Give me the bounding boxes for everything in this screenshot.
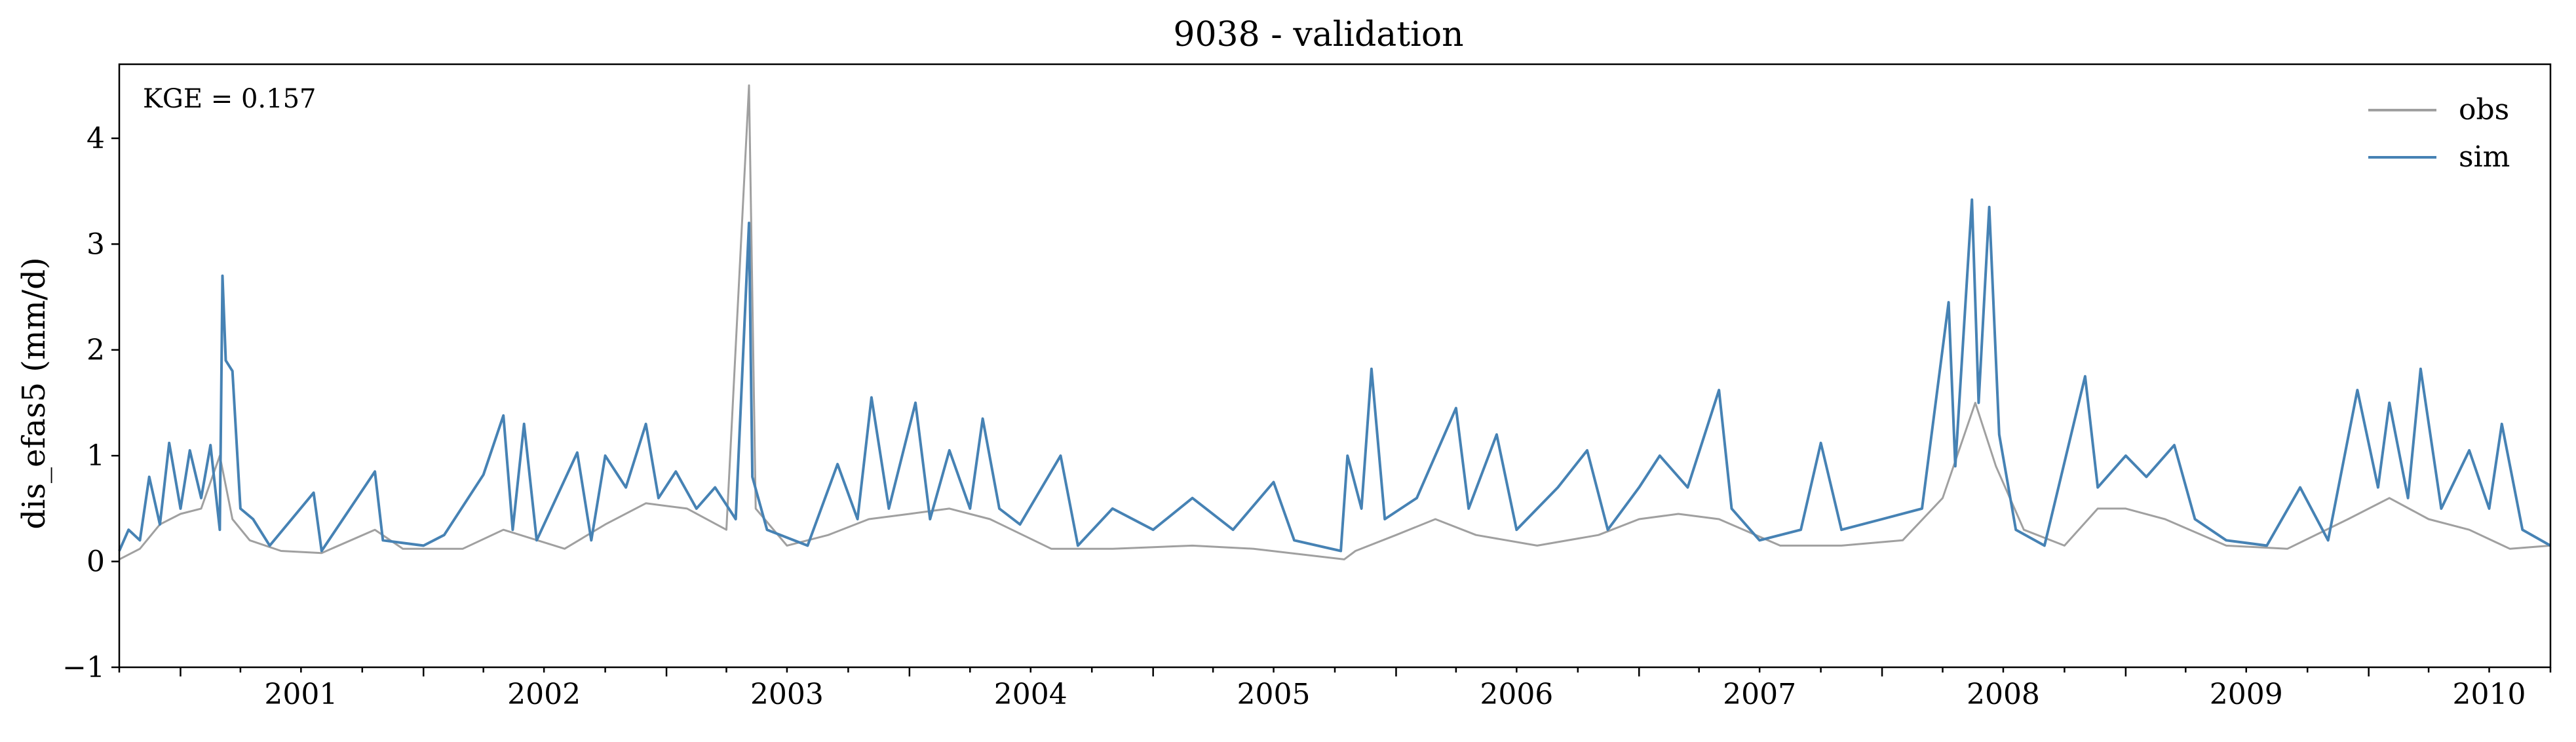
x-tick-label: 2008 [1967,678,2040,711]
x-tick-label: 2002 [507,678,581,711]
x-tick-label: 2007 [1723,678,1796,711]
y-ticks: −1 0 1 2 3 4 [62,122,119,684]
y-axis-label: dis_efas5 (mm/d) [16,257,52,529]
x-tick-label: 2006 [1480,678,1553,711]
x-tick-label: 2003 [750,678,824,711]
chart-title: 9038 - validation [1173,15,1463,54]
legend-obs-label: obs [2459,93,2509,127]
x-tick-label: 2010 [2453,678,2526,711]
x-tick-label: 2009 [2210,678,2283,711]
y-tick-label: 0 [87,545,105,579]
y-tick-label: −1 [62,651,105,684]
kge-annotation: KGE = 0.157 [143,84,317,114]
y-tick-label: 3 [87,227,105,261]
y-tick-label: 1 [87,439,105,473]
x-tick-label: 2004 [994,678,1067,711]
x-ticks: 2001 2002 2003 2004 2005 2006 2007 2008 2009 2010 [118,667,2552,711]
series-line-obs [119,84,2551,560]
plot-lines [118,84,2551,560]
x-tick-label: 2005 [1237,678,1311,711]
y-tick-label: 2 [87,334,105,367]
y-tick-label: 4 [87,122,105,155]
x-tick-label: 2001 [264,678,337,711]
legend-sim-label: sim [2459,140,2510,174]
series-line-sim [118,198,2551,553]
plot-frame [118,63,2552,669]
legend: obs sim [2368,93,2510,174]
